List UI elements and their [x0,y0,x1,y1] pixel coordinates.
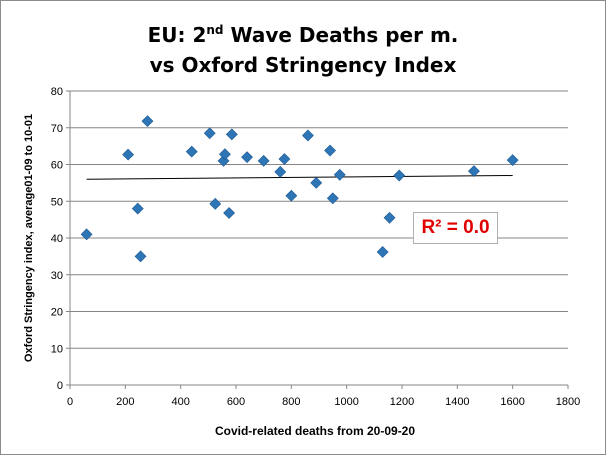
y-tick-label: 50 [51,196,63,208]
data-point [326,192,339,205]
data-point [324,144,336,157]
chart-title-line-2: vs Oxford Stringency Index [149,53,457,77]
data-point [278,153,291,165]
data-point [141,115,154,128]
data-point [468,165,480,178]
data-point [257,154,270,167]
chart-title-line-1: EU: 2nd Wave Deaths per m. [147,23,459,47]
x-tick-label: 600 [227,396,245,408]
data-point [285,189,298,202]
x-tick-label: 1200 [390,396,414,408]
data-point [122,148,135,161]
y-tick-label: 70 [51,123,63,135]
x-tick-label: 200 [116,396,134,408]
data-point [80,228,93,241]
data-point [393,169,406,182]
data-point [134,250,147,263]
data-point [225,128,238,141]
data-point [302,129,314,142]
data-point [185,145,198,158]
y-tick-label: 80 [51,86,63,98]
x-tick-label: 800 [282,396,300,408]
x-axis-label: Covid-related deaths from 20-09-20 [214,424,416,438]
r-squared-annotation: R² = 0.0 [413,212,498,244]
x-tick-label: 1400 [445,396,469,408]
y-tick-label: 0 [57,380,63,392]
x-tick-label: 1600 [500,396,524,408]
data-point [310,176,323,189]
x-tick-label: 1000 [334,396,358,408]
y-tick-label: 20 [51,307,63,319]
y-tick-label: 60 [51,160,63,172]
x-tick-label: 0 [67,396,73,408]
data-point [506,154,519,167]
trendline [86,175,513,180]
data-point [241,151,253,164]
data-point [274,165,287,178]
y-tick-label: 30 [51,270,63,282]
y-tick-label: 10 [51,343,63,355]
data-point [376,246,389,258]
data-point [383,211,396,224]
data-point [223,207,236,219]
x-tick-label: 1800 [556,396,580,408]
x-tick-label: 400 [171,396,189,408]
y-tick-label: 40 [51,233,63,245]
y-axis-label: Oxford Stringency index, average01-09 to… [23,113,35,363]
data-point [131,202,144,215]
data-point [333,168,346,181]
data-point [209,197,222,210]
data-point [203,127,216,140]
data-point [219,148,231,161]
chart-title: EU: 2nd Wave Deaths per m. vs Oxford Str… [0,20,606,80]
